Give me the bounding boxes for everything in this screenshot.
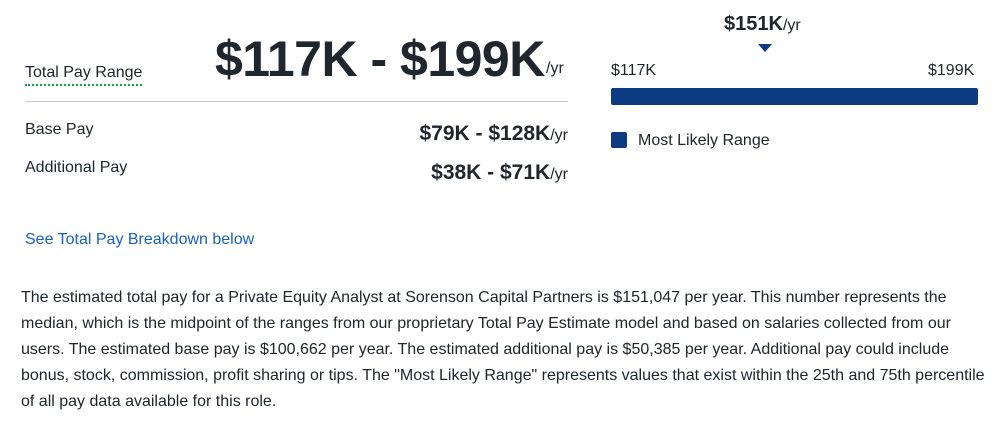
additional-pay-value: $38K - $71K/yr: [380, 160, 568, 188]
range-high-label: $199K: [928, 62, 975, 79]
base-pay-value: $79K - $128K/yr: [380, 121, 568, 149]
divider: [25, 101, 568, 102]
legend-swatch: [611, 132, 627, 148]
additional-pay-unit: /yr: [550, 166, 568, 183]
base-pay-unit: /yr: [550, 127, 568, 144]
additional-pay-label: Additional Pay: [25, 159, 128, 176]
legend-label: Most Likely Range: [638, 132, 770, 149]
pay-description: The estimated total pay for a Private Eq…: [21, 289, 985, 410]
median-pay: $151K/yr: [724, 12, 801, 38]
median-pay-unit: /yr: [782, 17, 801, 34]
additional-pay-range: $38K - $71K: [431, 161, 551, 184]
see-breakdown-link[interactable]: See Total Pay Breakdown below: [25, 231, 255, 248]
median-pay-value: $151K: [724, 13, 783, 35]
total-pay-label[interactable]: Total Pay Range: [25, 64, 143, 86]
range-low-label: $117K: [611, 62, 657, 79]
total-pay-range: $117K - $199K: [215, 31, 545, 87]
base-pay-range: $79K - $128K: [419, 122, 551, 145]
base-pay-label: Base Pay: [25, 121, 94, 138]
most-likely-range-bar: [611, 88, 978, 105]
total-pay-unit: /yr: [546, 60, 564, 77]
median-pointer-icon: [758, 44, 772, 52]
